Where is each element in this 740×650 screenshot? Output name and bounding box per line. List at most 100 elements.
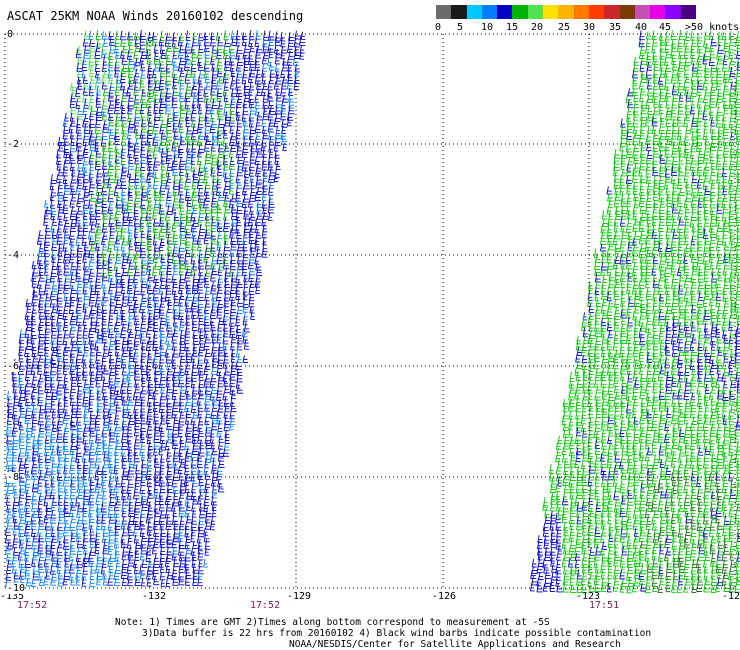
wind-barb xyxy=(18,484,25,493)
wind-barb xyxy=(256,88,262,96)
wind-barb xyxy=(38,374,44,383)
wind-barb xyxy=(76,539,84,549)
wind-barb xyxy=(178,160,185,170)
wind-barb xyxy=(76,397,82,407)
wind-barb xyxy=(237,354,242,364)
wind-barb xyxy=(640,110,646,121)
wind-barb xyxy=(19,361,25,370)
wind-barb xyxy=(710,309,716,319)
wind-barb xyxy=(75,124,82,134)
wind-barb xyxy=(218,75,224,84)
wind-barb xyxy=(122,63,129,73)
wind-barb xyxy=(177,62,184,72)
wind-barb xyxy=(6,397,13,408)
wind-barb xyxy=(576,465,582,475)
wind-barb xyxy=(666,407,672,419)
wind-barb xyxy=(230,30,237,41)
wind-barb xyxy=(710,136,717,147)
wind-barb xyxy=(133,404,139,414)
wind-barb xyxy=(82,261,89,271)
wind-barb xyxy=(710,76,717,85)
wind-barb xyxy=(197,402,204,412)
wind-barb xyxy=(224,430,230,439)
wind-barb xyxy=(205,360,210,371)
wind-barb xyxy=(697,502,703,512)
wind-barb xyxy=(678,206,684,215)
wind-barb xyxy=(152,124,159,135)
wind-barb xyxy=(697,305,703,315)
wind-barb xyxy=(709,124,716,134)
wind-barb xyxy=(728,162,735,171)
wind-barb xyxy=(672,403,678,413)
wind-barb xyxy=(77,489,83,499)
wind-barb xyxy=(31,410,37,419)
wind-barb xyxy=(691,366,697,376)
wind-barb xyxy=(45,426,51,437)
wind-barb xyxy=(152,323,159,332)
wind-barb xyxy=(179,156,186,165)
wind-barb xyxy=(722,130,729,140)
wind-barb xyxy=(215,291,222,301)
wind-barb xyxy=(173,490,178,501)
wind-barb xyxy=(723,103,729,115)
wind-barb xyxy=(95,30,101,41)
wind-barb xyxy=(646,142,652,152)
wind-barb xyxy=(646,379,651,388)
wind-barb xyxy=(147,305,154,314)
wind-barb xyxy=(62,446,70,456)
wind-barb xyxy=(95,496,101,505)
wind-barb xyxy=(722,476,729,487)
wind-barb xyxy=(179,33,185,42)
wind-barb xyxy=(653,540,659,548)
wind-barb xyxy=(50,316,56,327)
wind-barb xyxy=(196,279,203,288)
wind-barb xyxy=(690,544,697,555)
wind-barb xyxy=(177,247,185,259)
wind-barb xyxy=(82,359,88,369)
wind-barb xyxy=(670,75,677,84)
wind-barb xyxy=(735,50,740,59)
wind-barb xyxy=(672,546,677,555)
wind-barb xyxy=(646,340,651,350)
wind-barb xyxy=(735,92,740,103)
wind-barb xyxy=(717,439,723,450)
wind-barb xyxy=(644,272,651,283)
wind-barb xyxy=(127,526,134,536)
wind-barb xyxy=(18,438,25,449)
wind-barb xyxy=(678,519,685,530)
wind-barb xyxy=(684,235,689,245)
wind-barb xyxy=(171,435,178,445)
wind-barb xyxy=(185,303,192,313)
wind-barb xyxy=(697,217,703,228)
wind-barb xyxy=(262,148,267,158)
wind-barb xyxy=(236,297,244,307)
wind-barb xyxy=(550,502,557,512)
wind-barb xyxy=(626,483,632,494)
wind-barb xyxy=(211,508,217,518)
wind-barb xyxy=(723,466,729,475)
wind-barb xyxy=(102,291,109,302)
wind-barb xyxy=(634,514,640,525)
wind-barb xyxy=(255,231,262,239)
wind-barb xyxy=(165,143,171,153)
wind-barb xyxy=(100,370,106,381)
wind-barb xyxy=(231,37,237,46)
wind-barb xyxy=(613,317,619,326)
wind-barb xyxy=(224,61,230,71)
wind-barb xyxy=(95,361,102,370)
wind-barb xyxy=(728,51,734,59)
wind-barb xyxy=(50,482,56,494)
wind-barb xyxy=(56,235,63,245)
wind-barb xyxy=(203,323,210,332)
wind-barb xyxy=(608,428,614,437)
wind-barb xyxy=(569,398,576,407)
wind-barb xyxy=(639,92,644,102)
wind-barb xyxy=(613,322,620,332)
wind-barb xyxy=(45,508,52,519)
wind-barb xyxy=(102,377,109,388)
wind-barb xyxy=(217,441,224,450)
wind-barb xyxy=(25,532,31,543)
wind-barb xyxy=(217,421,223,432)
wind-barb xyxy=(236,68,243,78)
wind-barb xyxy=(30,310,36,321)
